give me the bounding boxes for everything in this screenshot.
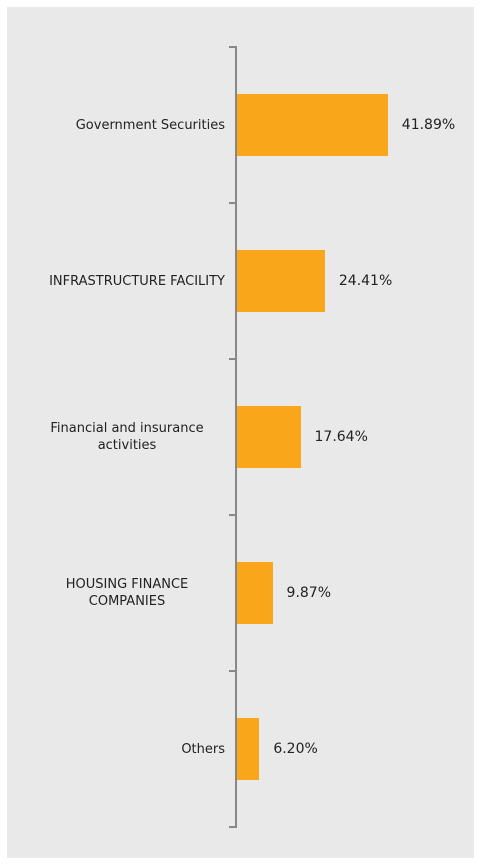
chart: 41.89% Government Securities 24.41% INFRAST…	[7, 7, 474, 858]
value-label: 6.20%	[273, 741, 318, 757]
axis-separator	[229, 46, 237, 48]
axis-separator	[229, 826, 237, 828]
bar	[237, 94, 388, 156]
value-label: 17.64%	[314, 429, 368, 445]
bar	[237, 250, 325, 312]
category-label: Others	[27, 709, 225, 789]
axis-separator	[229, 358, 237, 360]
axis-separator	[229, 202, 237, 204]
value-label: 41.89%	[401, 117, 456, 133]
bar	[237, 718, 260, 780]
bar	[237, 562, 273, 624]
category-label: INFRASTRUCTURE FACILITY	[27, 241, 225, 321]
axis-separator	[229, 514, 237, 516]
category-label: Government Securities	[27, 85, 225, 165]
category-text: Financial and insurance activities	[50, 421, 204, 453]
category-text: HOUSING FINANCE COMPANIES	[65, 577, 189, 609]
category-text: Others	[181, 741, 225, 757]
axis-line	[235, 47, 237, 827]
category-label: HOUSING FINANCE COMPANIES	[27, 553, 225, 633]
category-text: Government Securities	[75, 117, 225, 133]
value-label: 9.87%	[286, 585, 332, 601]
category-label: Financial and insurance activities	[27, 397, 225, 477]
bar	[237, 406, 301, 468]
value-label: 24.41%	[338, 273, 393, 289]
axis-separator	[229, 670, 237, 672]
category-text: INFRASTRUCTURE FACILITY	[49, 273, 225, 289]
